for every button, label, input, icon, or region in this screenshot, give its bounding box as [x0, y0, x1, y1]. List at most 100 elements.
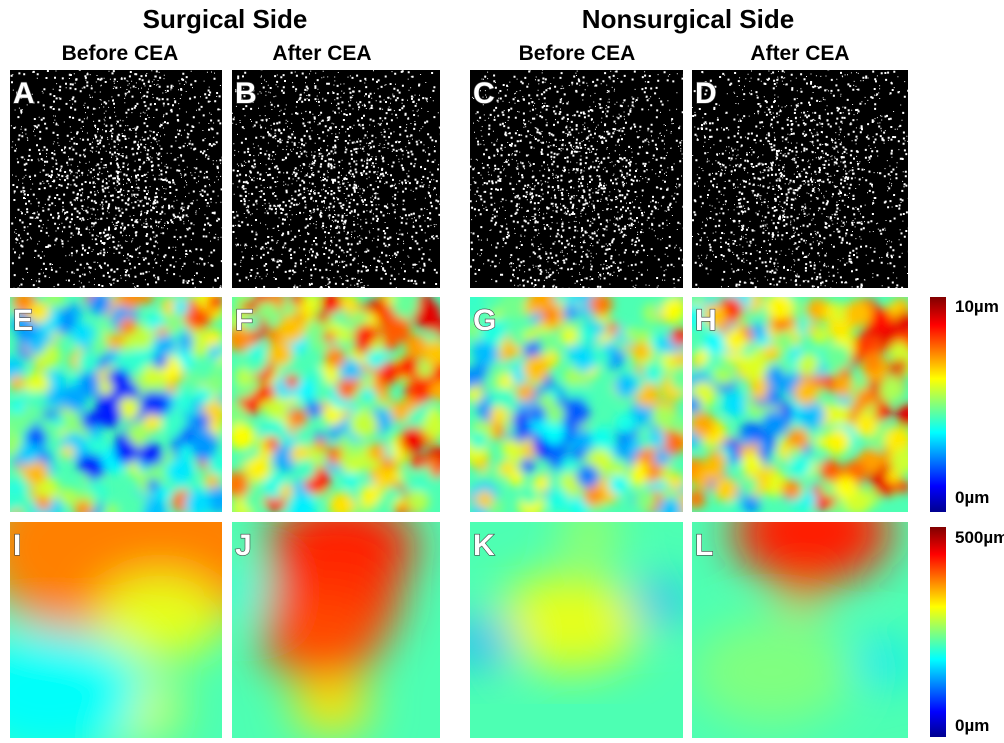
heat-blob: [381, 362, 394, 375]
panel-letter: C: [473, 77, 495, 110]
heat-blob: [288, 497, 316, 512]
heat-blob: [152, 353, 168, 369]
heat-blob: [20, 495, 34, 509]
panel-letter: L: [695, 529, 713, 562]
column-title: After CEA: [272, 42, 371, 65]
heat-blob: [629, 469, 647, 487]
panel-letter: I: [13, 529, 21, 562]
heat-blob: [765, 297, 794, 321]
image-panel: [10, 522, 222, 738]
heat-blob: [674, 417, 683, 433]
heat-blob: [781, 479, 802, 500]
heat-blob: [669, 473, 683, 490]
heat-blob: [651, 405, 676, 429]
heat-blob: [522, 444, 536, 458]
heat-blob: [793, 380, 819, 406]
heat-blob: [206, 372, 222, 393]
heat-blob: [636, 328, 653, 345]
heat-blob: [61, 445, 75, 459]
heat-blob: [520, 458, 535, 473]
heat-blob: [602, 341, 615, 354]
heat-blob: [417, 361, 434, 378]
heat-blob: [180, 331, 193, 345]
heat-blob: [653, 449, 671, 467]
panel-letter: J: [235, 529, 252, 562]
heat-blob: [256, 383, 275, 402]
image-panel: [232, 70, 440, 288]
panel-letter: A: [13, 77, 35, 110]
heat-blob: [802, 491, 818, 507]
speckles: [232, 70, 440, 288]
heat-blob: [692, 396, 701, 413]
heat-blob: [70, 322, 94, 346]
heat-blob: [613, 441, 631, 458]
heat-blob: [349, 409, 378, 438]
heat-blob: [172, 298, 190, 316]
panel-letter: D: [695, 77, 717, 110]
heat-blob: [22, 459, 48, 485]
heat-blob: [232, 402, 246, 428]
heat-blob: [579, 324, 597, 343]
heat-blob: [207, 452, 222, 477]
heat-blob: [394, 505, 407, 512]
heat-blob: [10, 628, 145, 738]
heat-blob: [391, 297, 419, 319]
heat-blob: [397, 356, 419, 378]
heat-blob: [740, 476, 759, 495]
heat-blob: [537, 392, 553, 409]
heat-blob: [232, 471, 251, 498]
heat-blob: [104, 504, 119, 512]
heat-blob: [161, 410, 188, 438]
heat-blob: [470, 431, 488, 450]
heat-blob: [501, 438, 522, 459]
heat-blob: [560, 456, 578, 474]
heat-blob: [17, 442, 39, 465]
heat-blob: [339, 450, 356, 467]
heat-blob: [262, 602, 382, 682]
heat-blob: [336, 378, 359, 400]
heat-blob: [623, 326, 637, 341]
heat-blob: [722, 390, 749, 417]
heat-blob: [789, 454, 812, 477]
heat-blobs: [470, 297, 683, 512]
image-panel: [470, 297, 683, 512]
heat-blob: [35, 495, 52, 511]
colorbar: [930, 297, 946, 512]
heat-blob: [824, 428, 851, 456]
heat-blob: [292, 680, 372, 734]
heat-blob: [11, 313, 32, 334]
heat-blob: [141, 364, 164, 386]
heat-blobs: [470, 522, 683, 672]
heat-blob: [740, 353, 768, 381]
heat-blob: [563, 366, 585, 388]
heat-blob: [368, 442, 387, 461]
heat-blob: [189, 428, 218, 457]
heat-blob: [287, 408, 308, 429]
heat-blob: [380, 316, 408, 344]
heat-blob: [498, 460, 514, 476]
group-title: Surgical Side: [143, 4, 308, 34]
heat-blob: [147, 479, 160, 492]
heat-blob: [173, 390, 191, 408]
heat-blob: [832, 375, 857, 400]
heat-blob: [522, 329, 536, 343]
heat-blob: [740, 494, 761, 512]
heat-blob: [365, 348, 387, 369]
heat-blob: [570, 429, 595, 455]
colorbar-label: 0µm: [955, 488, 989, 507]
heat-blob: [694, 348, 710, 365]
image-panel: [232, 522, 440, 738]
heat-blob: [280, 301, 297, 317]
heat-blob: [10, 356, 24, 382]
heat-blob: [626, 438, 641, 452]
heat-blob: [402, 397, 418, 412]
heat-blob: [339, 359, 362, 382]
heat-blob: [29, 390, 48, 409]
heat-blob: [559, 327, 579, 346]
heat-blob: [605, 321, 619, 335]
heat-blob: [122, 493, 146, 512]
heat-blob: [73, 500, 93, 512]
image-panel: [692, 70, 908, 288]
heat-blob: [801, 401, 825, 426]
